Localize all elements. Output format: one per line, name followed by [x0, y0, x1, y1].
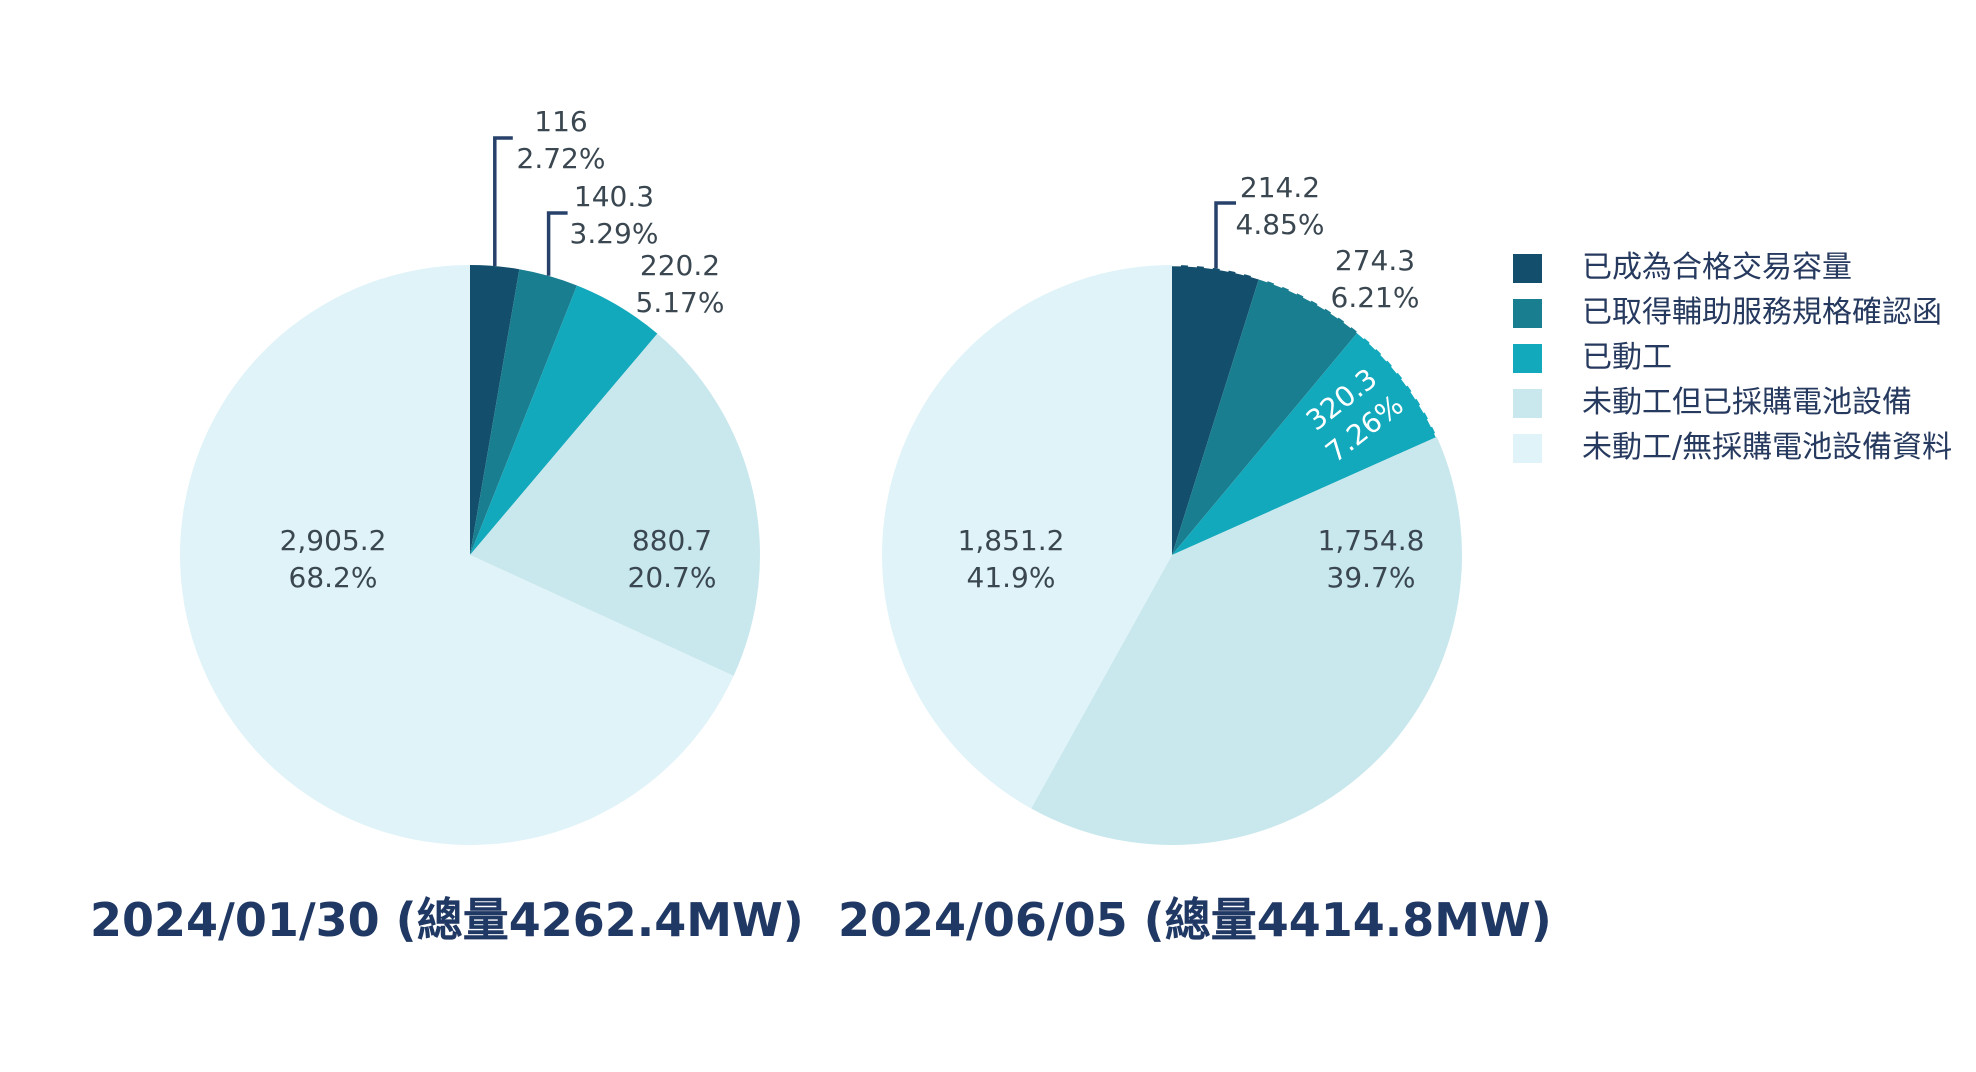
pie2-slice-qualified-trading-capacity	[1172, 265, 1260, 555]
pie1-label-ancillary-service-spec-confirmed: 140.3 3.29%	[570, 178, 659, 252]
label-value: 116	[534, 105, 588, 138]
legend-swatch	[1513, 343, 1542, 373]
pie2-slice-not-started-battery-procured	[1031, 436, 1463, 846]
legend: 已成為合格交易容量 已取得輔助服務規格確認函 已動工 未動工但已採購電池設備 未…	[1513, 253, 1952, 463]
legend-label: 未動工/無採購電池設備資料	[1582, 430, 1953, 465]
pie1-slice-construction-started	[470, 285, 658, 555]
pie2-label-ancillary-service-spec-confirmed: 274.3 6.21%	[1331, 242, 1420, 316]
pie2-slice-construction-started	[1172, 332, 1437, 555]
legend-label: 已取得輔助服務規格確認函	[1582, 295, 1942, 330]
legend-item-not-started-battery-procured: 未動工但已採購電池設備	[1513, 388, 1952, 418]
legend-swatch	[1513, 253, 1542, 283]
label-percent: 6.21%	[1330, 281, 1420, 314]
label-percent: 39.7%	[1326, 561, 1416, 594]
pie2-dashed-arc	[1171, 263, 1260, 280]
legend-item-not-started-no-battery-data: 未動工/無採購電池設備資料	[1513, 433, 1952, 463]
pie2-slice-not-started-no-battery-data	[881, 265, 1172, 809]
pie2-dashed-arc	[1356, 331, 1438, 438]
legend-item-qualified-trading-capacity: 已成為合格交易容量	[1513, 253, 1952, 283]
pie2-label-qualified-trading-capacity: 214.2 4.85%	[1236, 169, 1325, 243]
label-value: 1,851.2	[957, 524, 1065, 557]
label-value: 214.2	[1239, 171, 1321, 204]
legend-swatch	[1513, 433, 1542, 463]
pie2-label-not-started-battery-procured: 1,754.8 39.7%	[1318, 522, 1425, 596]
legend-item-construction-started: 已動工	[1513, 343, 1952, 373]
pie2-label-not-started-no-battery-data: 1,851.2 41.9%	[958, 522, 1065, 596]
pie1-slice-ancillary-service-spec-confirmed	[470, 269, 577, 555]
pie2-dashed-arc	[1258, 277, 1359, 334]
pie2-title: 2024/06/05 (總量4414.8MW)	[838, 893, 1552, 947]
pie1-leader-line	[546, 211, 568, 276]
legend-item-ancillary-service-spec-confirmed: 已取得輔助服務規格確認函	[1513, 298, 1952, 328]
pie2-slice-ancillary-service-spec-confirmed	[1172, 278, 1358, 555]
pie1-slice-not-started-no-battery-data	[180, 265, 734, 845]
pie1-label-construction-started: 220.2 5.17%	[636, 247, 725, 321]
label-value: 1,754.8	[1317, 524, 1425, 557]
pie1-leader-line	[493, 136, 513, 267]
pie1-label-qualified-trading-capacity: 116 2.72%	[517, 103, 606, 177]
label-value: 880.7	[631, 524, 713, 557]
label-percent: 41.9%	[966, 561, 1056, 594]
pie1-label-not-started-battery-procured: 880.7 20.7%	[628, 522, 717, 596]
label-percent: 2.72%	[516, 142, 606, 175]
pie2-leader-line	[1214, 201, 1236, 269]
pie1-slice-qualified-trading-capacity	[470, 265, 520, 555]
pie1-slice-not-started-battery-procured	[470, 333, 761, 676]
label-percent: 5.17%	[635, 286, 725, 319]
label-percent: 3.29%	[569, 217, 659, 250]
label-percent: 4.85%	[1235, 208, 1325, 241]
legend-label: 已動工	[1582, 340, 1672, 375]
pie1-label-not-started-no-battery-data: 2,905.2 68.2%	[280, 522, 387, 596]
legend-label: 未動工但已採購電池設備	[1582, 385, 1912, 420]
label-value: 274.3	[1334, 244, 1416, 277]
legend-label: 已成為合格交易容量	[1582, 250, 1852, 285]
label-percent: 68.2%	[288, 561, 378, 594]
label-value: 2,905.2	[279, 524, 387, 557]
label-percent: 20.7%	[627, 561, 717, 594]
label-value: 140.3	[573, 180, 655, 213]
legend-swatch	[1513, 388, 1542, 418]
legend-swatch	[1513, 298, 1542, 328]
label-value: 220.2	[639, 249, 721, 282]
pie1-title: 2024/01/30 (總量4262.4MW)	[90, 893, 804, 947]
